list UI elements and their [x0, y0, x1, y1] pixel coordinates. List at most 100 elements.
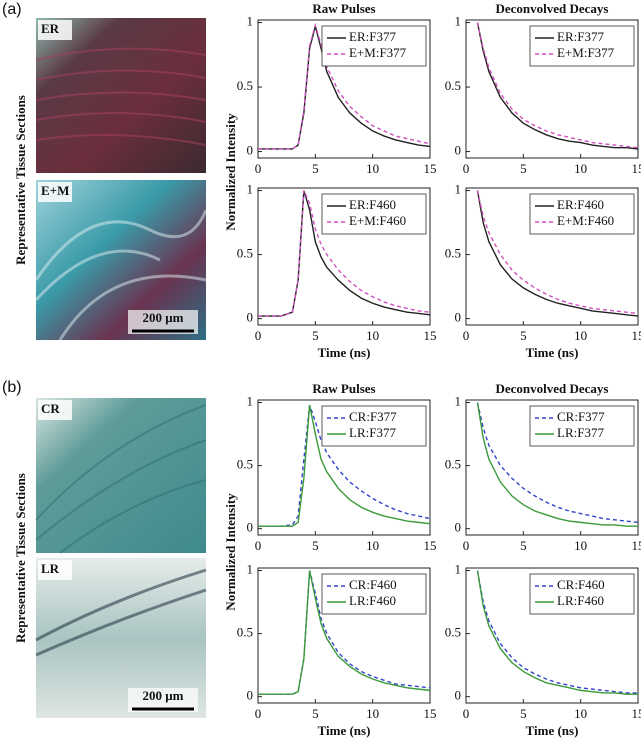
chart: Deconvolved Decays 0 5 10 15 0 0.5 1 CR:F377LR:F… [445, 381, 641, 553]
tissue-images [34, 18, 208, 718]
legend-label: ER:F460 [349, 197, 396, 212]
y-tick-label: 0.5 [445, 246, 461, 261]
y-tick-label: 1 [455, 394, 462, 409]
image-label-box [38, 182, 72, 202]
series-line [258, 570, 431, 695]
series-line [476, 190, 639, 315]
x-tick-label: 5 [520, 538, 527, 553]
y-tick-label: 1 [247, 182, 254, 197]
y-tick-label: 0 [455, 520, 462, 535]
x-tick-label: 15 [632, 328, 641, 343]
x-tick-label: 0 [463, 328, 470, 343]
image-label-box [38, 560, 72, 580]
x-tick-label: 15 [632, 706, 641, 721]
x-tick-label: 10 [366, 161, 379, 176]
y-tick-label: 0 [247, 688, 254, 703]
image-label: ER [41, 21, 60, 36]
x-tick-label: 15 [424, 161, 437, 176]
x-tick-label: 10 [366, 328, 379, 343]
plot-frame [465, 19, 639, 159]
x-tick-label: 10 [574, 328, 587, 343]
legend-label: E+M:F377 [557, 45, 615, 60]
x-tick-label: 15 [424, 706, 437, 721]
scale-bar-label: 200 μm [143, 310, 184, 325]
y-tick-label: 0 [247, 143, 254, 158]
x-axis-label: Time (ns) [318, 345, 371, 360]
x-tick-label: 0 [255, 538, 262, 553]
panel-label: (b) [2, 379, 22, 396]
x-tick-label: 5 [520, 161, 527, 176]
legend-box [529, 193, 635, 235]
series-line [476, 22, 639, 149]
x-tick-label: 10 [574, 706, 587, 721]
series-line [476, 570, 638, 694]
plot-frame [257, 19, 431, 159]
plot-frame [257, 187, 431, 326]
y-tick-label: 0.5 [237, 246, 253, 261]
chart-title: Deconvolved Decays [495, 381, 608, 396]
y-tick-label: 0.5 [237, 625, 253, 640]
y-tick-label: 1 [455, 562, 462, 577]
image-label: LR [41, 561, 60, 576]
series-line [258, 190, 431, 317]
y-tick-label: 1 [455, 14, 462, 29]
legend-label: ER:F377 [349, 29, 396, 44]
plot-frame [465, 187, 639, 326]
x-axis-label: Time (ns) [526, 723, 579, 738]
legend-box [321, 573, 427, 615]
legend-box [321, 193, 427, 235]
y-tick-label: 1 [247, 14, 254, 29]
x-tick-label: 10 [366, 538, 379, 553]
chart: Deconvolved Decays 0 5 10 15 0 0.5 1 ER:F377E+M:… [445, 1, 641, 176]
side-label: Representative Tissue Sections [13, 473, 28, 643]
legend-label: CR:F460 [557, 577, 605, 592]
x-tick-label: 5 [312, 538, 319, 553]
image-label: CR [41, 401, 60, 416]
legend-label: LR:F460 [557, 593, 604, 608]
y-tick-label: 0 [247, 520, 254, 535]
series-line [258, 404, 431, 527]
x-tick-label: 5 [312, 706, 319, 721]
y-tick-label: 0.5 [237, 78, 253, 93]
y-axis-label: Normalized Intensity [223, 113, 238, 231]
chart-title: Raw Pulses [312, 1, 375, 16]
series-line [476, 402, 638, 527]
y-tick-label: 1 [247, 394, 254, 409]
series-line [476, 570, 638, 695]
image-label: E+M [41, 183, 69, 198]
x-tick-label: 0 [255, 328, 262, 343]
y-axis-label: Normalized Intensity [223, 493, 238, 611]
x-tick-label: 5 [312, 328, 319, 343]
legend-label: E+M:F460 [557, 213, 614, 228]
x-tick-label: 0 [463, 706, 470, 721]
legend-label: E+M:F377 [349, 45, 407, 60]
legend-label: ER:F377 [557, 29, 604, 44]
legend-label: CR:F460 [349, 577, 397, 592]
x-tick-label: 0 [255, 706, 262, 721]
side-label: Representative Tissue Sections [13, 95, 28, 265]
legend-box [529, 573, 635, 615]
legend-label: LR:F377 [557, 425, 604, 440]
plot-frame [465, 567, 639, 704]
y-tick-label: 0.5 [445, 457, 461, 472]
legend-box [529, 25, 635, 67]
legend-label: ER:F460 [557, 197, 604, 212]
legend-label: LR:F460 [349, 593, 396, 608]
x-tick-label: 0 [255, 161, 262, 176]
x-tick-label: 0 [463, 161, 470, 176]
x-tick-label: 0 [463, 538, 470, 553]
plot-frame [257, 567, 431, 704]
y-tick-label: 0 [247, 310, 254, 325]
legend-label: LR:F377 [349, 425, 396, 440]
series-line [258, 23, 431, 150]
x-tick-label: 10 [574, 161, 587, 176]
panel-label: (a) [2, 1, 22, 18]
legend-label: E+M:F460 [349, 213, 406, 228]
legend-box [321, 25, 427, 67]
chart-title: Deconvolved Decays [495, 1, 608, 16]
series-line [258, 570, 431, 695]
y-tick-label: 1 [247, 562, 254, 577]
